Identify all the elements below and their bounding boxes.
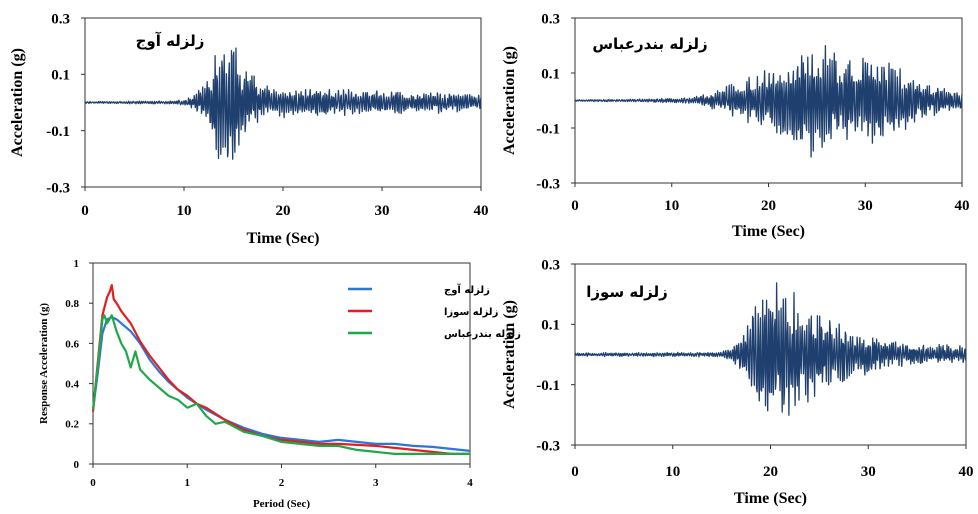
y-axis-label: Acceleration (g)	[501, 46, 518, 155]
y-tick-label: -0.1	[536, 121, 560, 137]
x-axis-label: Time (Sec)	[732, 223, 805, 240]
chart-panel-4: 0 10 20 30 40 0.3 0.1 -0.1 -0.3 Time (Sec) Acceler…	[501, 257, 974, 507]
series-line-1	[91, 316, 471, 452]
x-tick-label: 20	[276, 203, 291, 219]
y-tick-label: 0.3	[541, 257, 560, 273]
acceleration-trace	[574, 282, 967, 416]
y-tick-label: 0.1	[51, 68, 70, 84]
y-tick-label: 0.4	[65, 378, 79, 390]
y-tick-label: -0.3	[536, 438, 560, 454]
y-axis-label: Acceleration (g)	[501, 300, 518, 409]
x-tick-label: 0	[90, 477, 96, 489]
y-axis-label: Response Acceleration (g)	[38, 303, 50, 424]
panel-title: زلزله سوزا	[586, 283, 667, 301]
y-axis-label: Acceleration (g)	[9, 48, 26, 157]
y-tick-label: -0.3	[536, 176, 560, 192]
y-tick-label: 0.1	[541, 318, 560, 334]
x-tick-label: 30	[375, 203, 390, 219]
x-tick-label: 0	[571, 198, 579, 214]
y-tick-label: 0.6	[65, 338, 79, 350]
legend-label-3: زلزله بندرعباس	[444, 329, 521, 340]
y-tick-label: -0.1	[536, 378, 560, 394]
y-tick-label: 0.1	[541, 66, 560, 82]
x-tick-label: 0	[81, 203, 89, 219]
x-tick-label: 4	[467, 477, 473, 489]
x-tick-label: 3	[373, 477, 379, 489]
x-tick-label: 10	[665, 464, 680, 480]
x-tick-label: 40	[474, 203, 489, 219]
y-tick-label: 0.8	[65, 298, 79, 310]
x-tick-label: 10	[177, 203, 192, 219]
panel-title: زلزله آوج	[136, 32, 205, 50]
y-tick-label: 1	[74, 258, 80, 270]
panel-title: زلزله بندرعباس	[592, 35, 707, 53]
series-line-3	[91, 314, 470, 455]
x-axis-label: Time (Sec)	[246, 230, 319, 247]
x-tick-label: 0	[571, 464, 579, 480]
acceleration-trace	[574, 44, 963, 158]
y-tick-label: 0	[74, 459, 80, 471]
y-tick-label: 0.3	[51, 11, 70, 27]
x-axis-label: Time (Sec)	[734, 490, 807, 507]
x-tick-label: 20	[763, 464, 778, 480]
y-tick-label: 0.3	[541, 11, 560, 27]
chart-panel-1: 0 10 20 30 40 0.3 0.1 -0.1 -0.3 Time (Sec) Acceler…	[9, 11, 489, 247]
series-line-2	[91, 284, 470, 455]
x-tick-label: 10	[664, 198, 679, 214]
legend-label-1: زلزله آوج	[444, 283, 490, 296]
chart-panel-3: 0 1 2 3 4 1 0.8 0.6 0.4 0.2 0 Period (Sec) Response …	[38, 258, 521, 510]
x-tick-label: 1	[185, 477, 191, 489]
x-tick-label: 2	[279, 477, 285, 489]
y-tick-label: 0.2	[65, 419, 79, 431]
x-axis-label: Period (Sec)	[253, 498, 310, 510]
x-tick-label: 40	[959, 464, 974, 480]
x-tick-label: 30	[861, 464, 876, 480]
y-tick-label: -0.3	[46, 180, 70, 196]
legend-label-2: زلزله سوزا	[444, 307, 499, 318]
x-tick-label: 30	[858, 198, 873, 214]
x-tick-label: 20	[761, 198, 776, 214]
acceleration-trace	[84, 47, 482, 160]
x-tick-label: 40	[955, 198, 970, 214]
chart-panel-2: 0 10 20 30 40 0.3 0.1 -0.1 -0.3 Time (Sec) Acceler…	[501, 11, 970, 240]
plot-frame	[92, 262, 471, 465]
y-tick-label: -0.1	[46, 124, 70, 140]
